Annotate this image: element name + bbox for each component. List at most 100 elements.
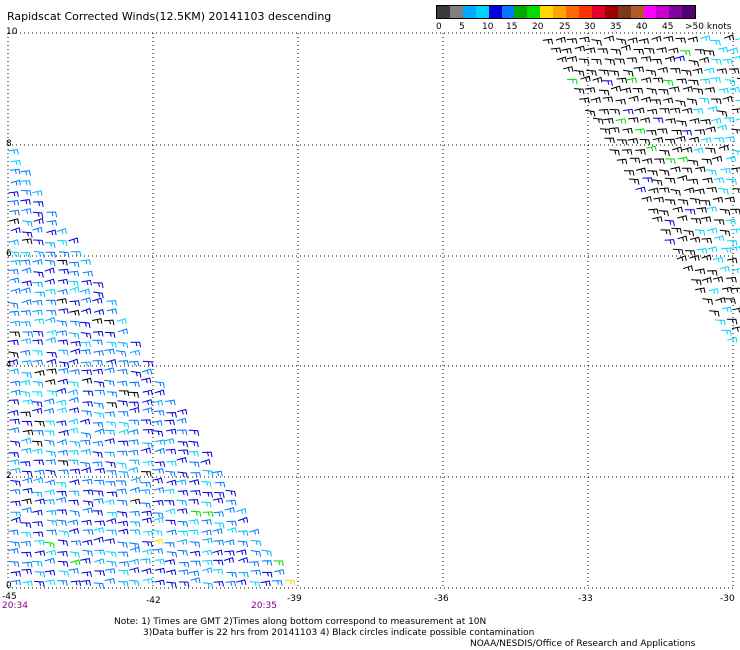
wind-barb: [94, 479, 105, 486]
wind-barb: [704, 87, 716, 93]
wind-barb: [154, 558, 165, 565]
wind-barb: [129, 349, 141, 356]
wind-barb: [68, 490, 80, 497]
wind-barb: [140, 502, 151, 509]
wind-barb: [665, 158, 676, 165]
wind-barb: [129, 486, 141, 493]
wind-barb: [686, 98, 698, 106]
wind-barb: [694, 129, 706, 135]
wind-barb: [68, 449, 79, 456]
wind-barb: [93, 350, 104, 356]
wind-barb: [682, 86, 693, 92]
wind-barb: [9, 459, 20, 465]
wind-barb: [8, 359, 19, 365]
wind-barb: [680, 50, 691, 56]
wind-barb: [189, 461, 200, 468]
wind-barb: [238, 557, 249, 564]
wind-barb: [634, 107, 645, 114]
wind-barb: [45, 378, 56, 385]
wind-barb: [717, 46, 729, 53]
wind-barb: [128, 401, 140, 408]
wind-barb: [21, 299, 32, 306]
wind-barb: [10, 480, 21, 487]
x-tick-label: -33: [578, 594, 593, 604]
wind-barb: [82, 549, 93, 557]
wind-barb: [730, 228, 740, 234]
wind-barb: [164, 419, 175, 426]
wind-barb: [80, 449, 92, 455]
wind-barb: [34, 369, 45, 376]
wind-barb: [9, 251, 20, 258]
wind-barb: [620, 44, 631, 51]
wind-barb: [615, 98, 626, 105]
wind-barb: [94, 381, 105, 388]
wind-barb: [34, 580, 45, 588]
wind-barb: [45, 549, 57, 556]
wind-barb: [566, 38, 578, 44]
wind-barb: [659, 149, 670, 157]
wind-barb: [712, 196, 724, 203]
wind-barb: [633, 49, 644, 55]
wind-barb: [44, 541, 55, 549]
x-tick-label: -42: [146, 596, 161, 606]
wind-barb: [45, 450, 57, 458]
wind-barb: [562, 66, 574, 72]
wind-barb: [45, 459, 56, 465]
wind-barb: [201, 519, 212, 525]
wind-barb: [226, 499, 237, 506]
wind-barb: [176, 479, 187, 486]
wind-barb: [692, 67, 703, 74]
wind-barb: [701, 276, 712, 283]
wind-barb: [177, 530, 189, 537]
wind-barb: [720, 167, 731, 174]
wind-barb: [33, 239, 44, 246]
wind-barb: [676, 78, 687, 85]
wind-barb: [716, 124, 728, 131]
wind-barb: [153, 512, 164, 519]
wind-barb: [8, 351, 19, 359]
wind-barb: [690, 218, 702, 224]
wind-barb: [650, 99, 662, 105]
wind-barb: [711, 58, 722, 65]
wind-barb: [201, 501, 212, 508]
wind-barb: [82, 270, 93, 277]
wind-barb: [188, 440, 199, 448]
legend-label: 45: [662, 22, 674, 32]
wind-barb: [118, 471, 129, 478]
wind-barb: [10, 467, 21, 474]
wind-barb: [235, 579, 247, 585]
wind-barb: [609, 109, 620, 115]
wind-barb: [33, 201, 44, 207]
wind-barb: [141, 517, 153, 524]
wind-barb: [153, 516, 164, 523]
wind-barb: [706, 186, 718, 193]
wind-barb: [10, 488, 21, 495]
wind-barb: [140, 419, 152, 425]
wind-barb: [641, 196, 652, 202]
legend-label: 40: [636, 22, 648, 32]
wind-barb: [674, 55, 685, 62]
wind-barb: [586, 69, 597, 77]
wind-barb: [128, 360, 140, 367]
wind-barb: [117, 440, 129, 447]
wind-barb: [8, 191, 19, 197]
wind-barb: [652, 136, 664, 143]
wind-barb: [707, 227, 718, 234]
wind-barb: [33, 430, 44, 436]
wind-barb: [142, 399, 153, 405]
wind-barb: [82, 478, 93, 485]
wind-barb: [684, 187, 695, 194]
wind-barb: [598, 69, 610, 76]
wind-barb: [142, 541, 153, 548]
wind-barb: [128, 419, 140, 426]
wind-barb: [695, 166, 706, 173]
wind-barb: [177, 538, 188, 545]
wind-barb: [80, 349, 91, 355]
wind-barb: [718, 187, 729, 195]
wind-barb: [715, 297, 726, 304]
wind-barb: [10, 320, 21, 327]
legend-swatch: [462, 6, 476, 18]
wind-barb: [21, 238, 33, 244]
wind-barb: [32, 259, 43, 265]
wind-barb: [225, 489, 237, 497]
